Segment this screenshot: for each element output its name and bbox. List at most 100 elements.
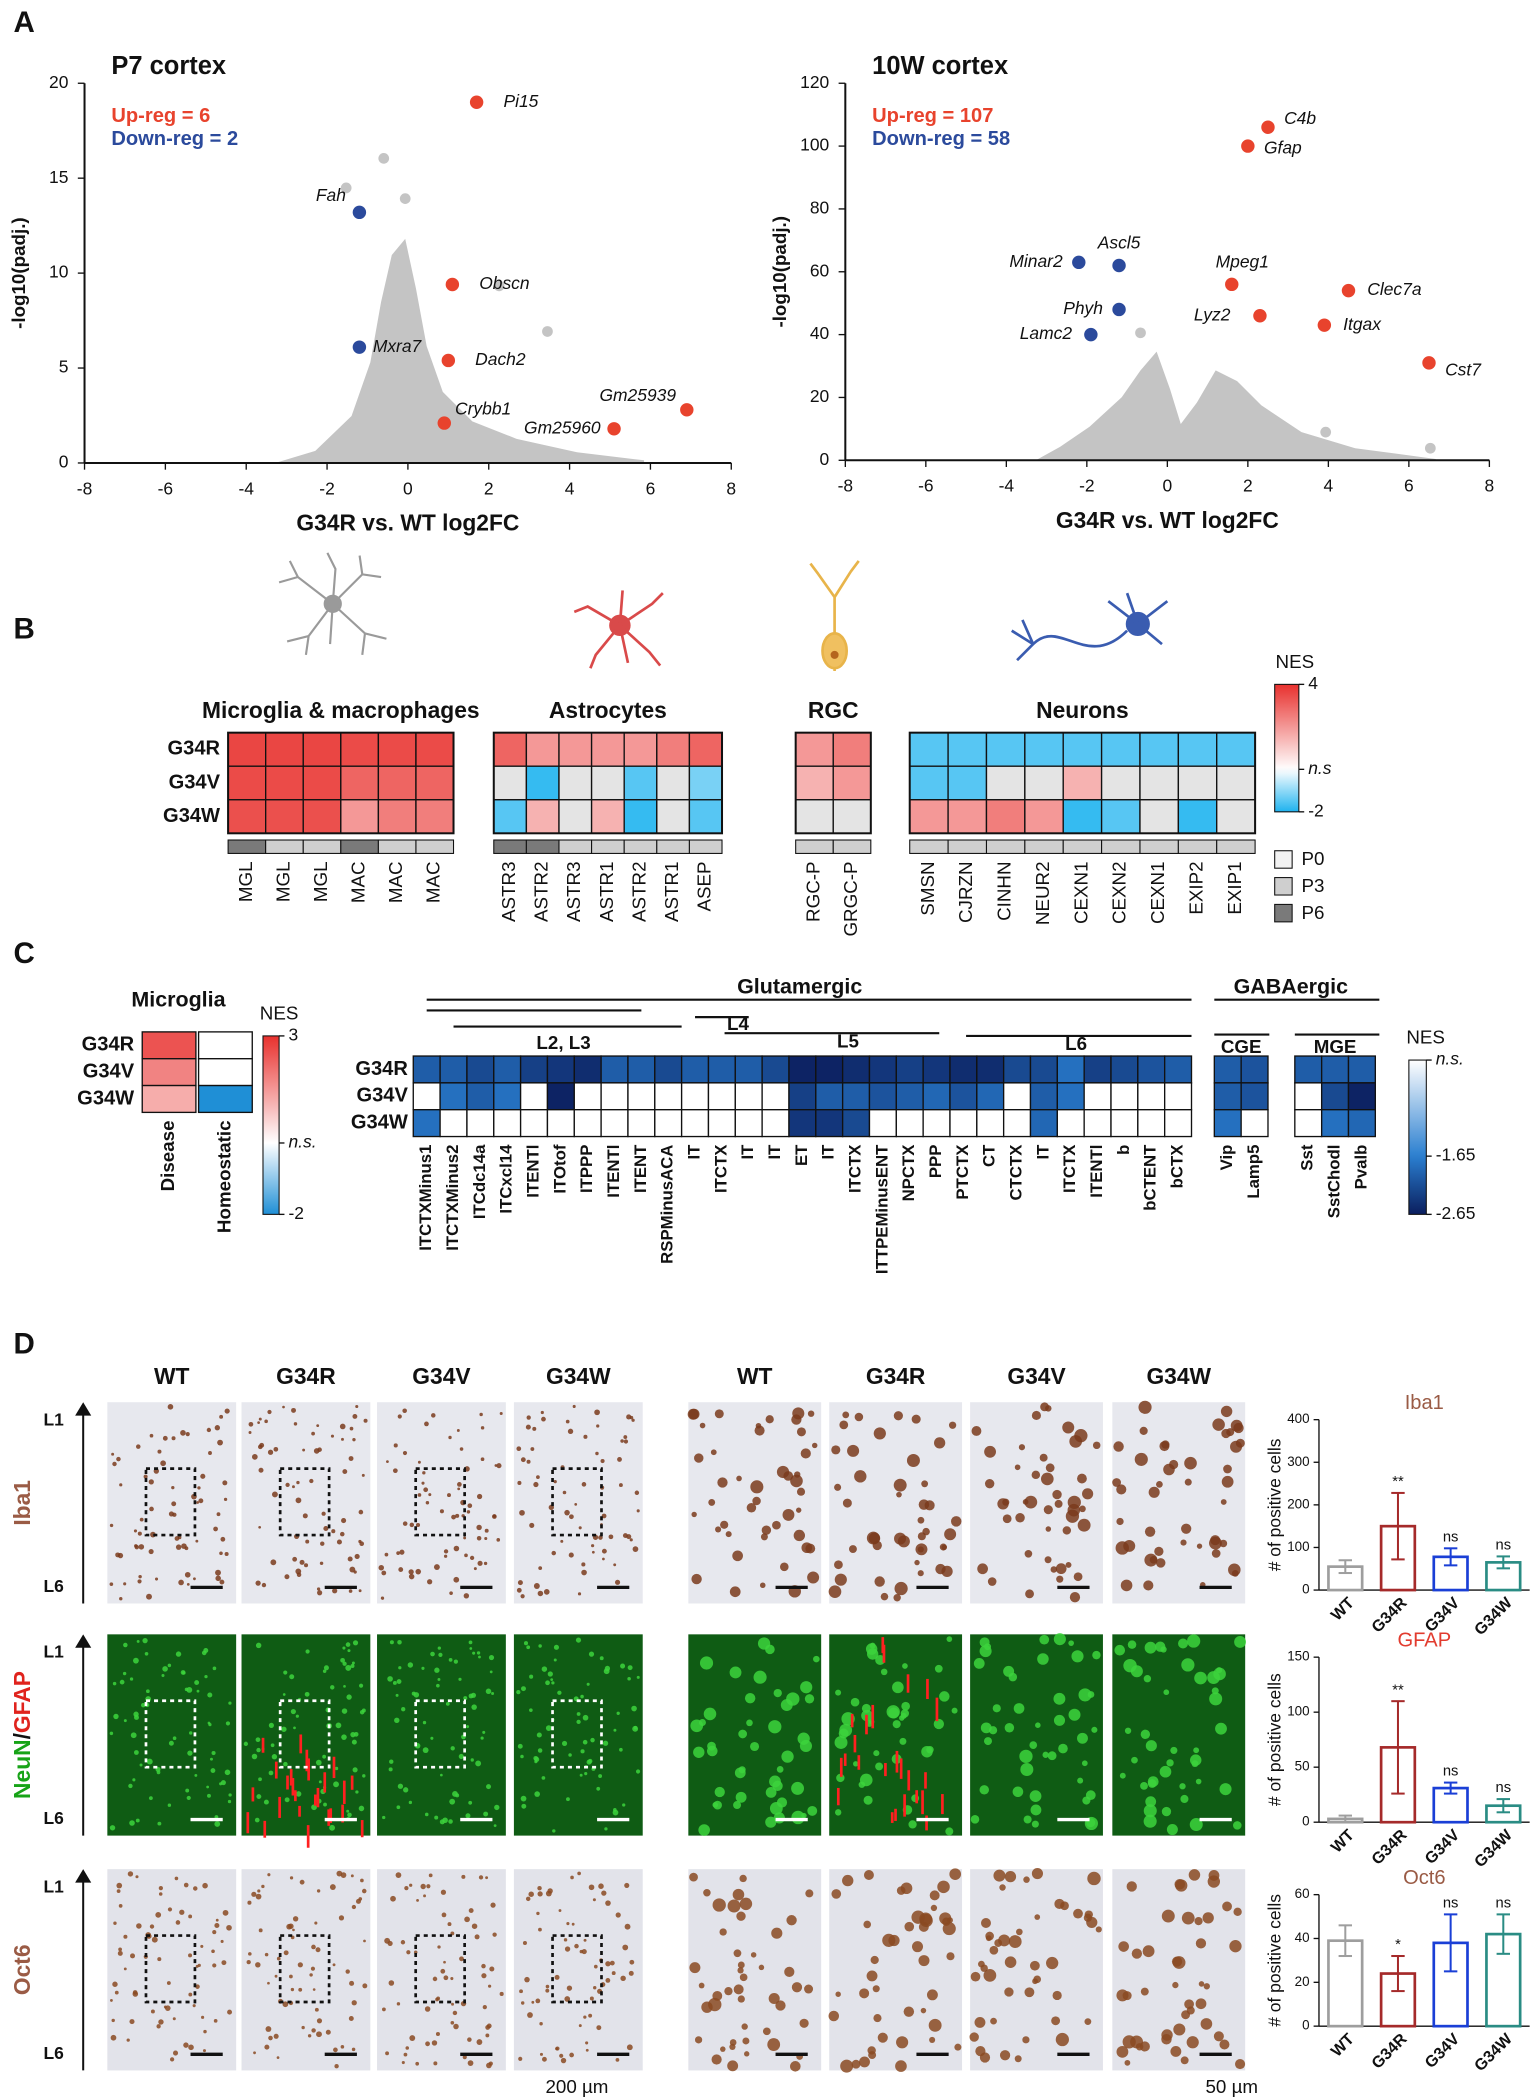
micrograph-texture (737, 1967, 744, 1974)
column-label: Homeostatic (213, 1120, 234, 1233)
y-tick-label: 60 (810, 260, 830, 280)
micrograph-texture (842, 1874, 854, 1887)
micrograph-texture (1042, 1751, 1049, 1758)
colorbar-title: NES (1276, 651, 1315, 672)
heatmap-cell (654, 1109, 683, 1138)
micrograph-texture (436, 1683, 440, 1688)
micrograph-texture (853, 1734, 857, 1753)
heatmap-cell (546, 1055, 575, 1084)
micrograph-texture (179, 1909, 185, 1915)
row-label: G34R (355, 1058, 408, 1080)
micrograph-texture (349, 1426, 354, 1431)
x-tick-label: 6 (646, 478, 656, 498)
gene-point (1261, 120, 1275, 134)
micrograph-texture (866, 1531, 880, 1545)
microglia-icon (278, 552, 387, 655)
micrograph-texture (119, 1483, 123, 1487)
micrograph-texture (1127, 1640, 1137, 1649)
heatmap-cell (412, 1109, 441, 1138)
micrograph (829, 1869, 963, 2071)
heatmap-cell (493, 1055, 522, 1084)
inset-box (551, 1699, 603, 1769)
micrograph-texture (388, 1980, 395, 1986)
micrograph-texture (464, 1916, 470, 1923)
micrograph-texture (804, 1984, 814, 1994)
micrograph-texture (1134, 1452, 1148, 1466)
gene-label: Fah (316, 185, 346, 205)
micrograph-texture (776, 1766, 784, 1773)
stage-bar (558, 839, 593, 854)
micrograph-texture (168, 1740, 174, 1746)
y-tick-label: 60 (1295, 1886, 1310, 1901)
micrograph-texture (273, 2033, 279, 2039)
column-label: CEXN2 (1109, 861, 1130, 924)
stage-legend-label: P0 (1302, 848, 1325, 869)
layer-bottom: L6 (43, 1808, 64, 1828)
micrograph-texture (565, 1419, 570, 1424)
micrograph-texture (1034, 1914, 1041, 1920)
micrograph-texture (765, 1415, 774, 1424)
micrograph-texture (449, 1798, 456, 1805)
micrograph-texture (521, 1686, 526, 1692)
micrograph-texture (129, 1820, 135, 1826)
micrograph-texture (551, 1681, 555, 1685)
x-tick-label: -2 (1079, 476, 1095, 496)
micrograph-texture (605, 1900, 611, 1906)
micrograph-texture (1116, 1484, 1127, 1495)
chart-title: 10W cortex (872, 52, 1008, 80)
stage-legend-swatch (1274, 850, 1293, 869)
micrograph-texture (453, 1659, 458, 1664)
x-tick-label: -6 (158, 478, 174, 498)
heatmap-cell (558, 799, 593, 834)
heatmap-cell (525, 731, 560, 767)
micrograph-texture (970, 1815, 980, 1824)
micrograph-texture (733, 1949, 742, 1958)
micrograph-texture (599, 1656, 604, 1661)
micrograph-texture (390, 1895, 396, 1902)
micrograph-texture (463, 1536, 467, 1540)
micrograph-texture (496, 1538, 501, 1542)
micrograph-texture (421, 1481, 425, 1485)
heatmap-cell (415, 765, 455, 801)
micrograph-texture (1022, 2036, 1030, 2044)
micrograph-texture (564, 1509, 570, 1516)
heatmap-cell (600, 1082, 629, 1111)
micrograph-texture (626, 1534, 632, 1540)
micrograph-texture (791, 1414, 802, 1425)
micrograph-texture (526, 1645, 531, 1650)
micrograph-texture (117, 1552, 124, 1559)
micrograph-texture (348, 2016, 354, 2021)
micrograph-texture (1179, 1783, 1186, 1790)
micrograph-texture (363, 1939, 366, 1943)
micrograph-texture (486, 1784, 492, 1790)
heatmap-cell (1024, 765, 1064, 801)
heatmap-cell (1056, 1109, 1085, 1138)
subgroup-title: CGE (1221, 1036, 1262, 1057)
micrograph-texture (526, 1415, 531, 1420)
chart-title: P7 cortex (111, 52, 226, 80)
micrograph-texture (386, 1460, 389, 1463)
micrograph-texture (119, 1679, 125, 1685)
micrograph-texture (289, 1974, 293, 1979)
micrograph-texture (126, 2038, 130, 2042)
micrograph-texture (167, 1404, 174, 1410)
x-tick-label: -8 (838, 476, 854, 496)
y-axis-label: # of positive cells (1265, 1894, 1285, 2027)
micrograph-texture (835, 1689, 842, 1696)
heatmap-cell (1213, 1055, 1242, 1084)
heatmap-cell (1213, 1082, 1242, 1111)
layer-label: L2, L3 (536, 1032, 590, 1053)
micrograph-texture (589, 1996, 594, 2001)
micrograph-texture (541, 1666, 548, 1672)
micrograph-texture (409, 1883, 413, 1887)
y-tick-label: 80 (810, 198, 830, 218)
micrograph-texture (746, 1719, 753, 1727)
micrograph-texture (928, 2018, 942, 2032)
micrograph-texture (517, 1580, 523, 1586)
micrograph-texture (327, 1809, 331, 1826)
micrograph-texture (847, 1444, 860, 1457)
stage-bar (1139, 839, 1179, 854)
micrograph-texture (185, 1432, 190, 1437)
micrograph-texture (360, 1878, 364, 1883)
micrograph-texture (776, 1465, 790, 1479)
